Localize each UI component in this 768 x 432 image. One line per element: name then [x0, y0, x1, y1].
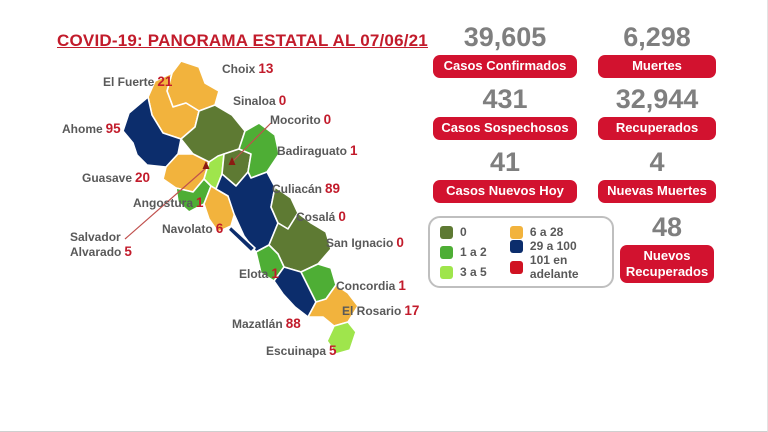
- kpi-label-badge: Casos Confirmados: [433, 55, 577, 78]
- legend-swatch: [440, 225, 453, 239]
- legend-column-1: 0 1 a 2 3 a 5: [440, 225, 502, 279]
- kpi-casos-sospechosos: 431 Casos Sospechosos: [433, 86, 577, 140]
- kpi-casos-nuevos-hoy: 41 Casos Nuevos Hoy: [433, 149, 577, 203]
- legend-column-2: 6 a 28 29 a 100 101 en adelante: [509, 225, 604, 281]
- legend-item: 0: [440, 225, 502, 239]
- legend-item: 1 a 2: [440, 245, 502, 259]
- kpi-label-badge: Nuevas Muertes: [598, 180, 716, 203]
- municipality-el-rosario: [307, 284, 359, 327]
- map-label-escuinapa: Escuinapa 5: [266, 343, 337, 358]
- kpi-label-badge: Casos Sospechosos: [433, 117, 577, 140]
- legend-swatch: [509, 260, 523, 274]
- page-title: COVID-19: PANORAMA ESTATAL AL 07/06/21: [57, 31, 428, 50]
- kpi-value: 48: [651, 212, 683, 242]
- municipality-choix: [166, 60, 220, 112]
- map-label-elota: Elota 1: [239, 266, 279, 281]
- pointer-line-salvador-alvarado: [124, 167, 207, 240]
- kpi-muertes: 6,298 Muertes: [598, 24, 716, 78]
- map-label-culiacan: Culiacán 89: [272, 181, 341, 196]
- map-label-ahome: Ahome 95: [62, 121, 121, 136]
- kpi-value: 6,298: [623, 22, 691, 52]
- municipality-badiraguato: [238, 122, 280, 179]
- map-marker-salvador-alvarado: [202, 161, 210, 169]
- map-label-guasave: Guasave 20: [82, 170, 151, 185]
- kpi-label-badge: Nuevos Recuperados: [620, 245, 714, 284]
- kpi-nuevas-muertes: 4 Nuevas Muertes: [598, 149, 716, 203]
- map-label-mazatlan: Mazatlán 88: [232, 316, 301, 331]
- kpi-label-badge: Muertes: [598, 55, 716, 78]
- legend-swatch: [509, 239, 523, 253]
- map-label-san-ignacio: San Ignacio 0: [326, 235, 404, 250]
- map-label-angostura: Angostura 1: [133, 195, 204, 210]
- sinaloa-choropleth-map: [122, 60, 359, 355]
- kpi-label-badge: Casos Nuevos Hoy: [433, 180, 577, 203]
- kpi-value: 32,944: [615, 84, 699, 114]
- map-label-sinaloa: Sinaloa 0: [233, 93, 287, 108]
- kpi-value: 431: [482, 84, 528, 114]
- map-label-cosala: Cosalá 0: [296, 209, 346, 224]
- kpi-nuevos-recuperados: 48 Nuevos Recuperados: [620, 212, 714, 284]
- map-label-el-fuerte: El Fuerte 21: [103, 74, 173, 89]
- legend-item: 29 a 100: [509, 239, 604, 253]
- kpi-value: 39,605: [463, 22, 547, 52]
- kpi-label-badge: Recuperados: [598, 117, 716, 140]
- pointer-line-mocorito: [231, 122, 272, 163]
- kpi-value: 41: [489, 147, 521, 177]
- legend-swatch: [440, 245, 453, 259]
- municipality-culiacan-peninsula: [227, 225, 256, 253]
- map-label-badiraguato: Badiraguato 1: [277, 143, 358, 158]
- legend-swatch: [509, 225, 523, 239]
- kpi-recuperados: 32,944 Recuperados: [598, 86, 716, 140]
- map-marker-mocorito: [228, 157, 236, 165]
- map-label-mocorito: Mocorito 0: [270, 112, 332, 127]
- map-label-salvador-alvarado: Salvador Alvarado 5: [70, 230, 132, 260]
- legend-swatch: [440, 265, 453, 279]
- map-legend: 0 1 a 2 3 a 5 6 a 28 29 a 100 101 en ade…: [428, 216, 614, 288]
- legend-item: 6 a 28: [509, 225, 604, 239]
- legend-item: 3 a 5: [440, 265, 502, 279]
- municipality-escuinapa: [326, 321, 357, 355]
- kpi-casos-confirmados: 39,605 Casos Confirmados: [433, 24, 577, 78]
- kpi-value: 4: [649, 147, 665, 177]
- legend-item: 101 en adelante: [509, 253, 604, 281]
- map-label-el-rosario: El Rosario 17: [342, 303, 420, 318]
- map-label-choix: Choix 13: [222, 61, 274, 76]
- map-label-navolato: Navolato 6: [162, 221, 224, 236]
- map-label-concordia: Concordia 1: [336, 278, 406, 293]
